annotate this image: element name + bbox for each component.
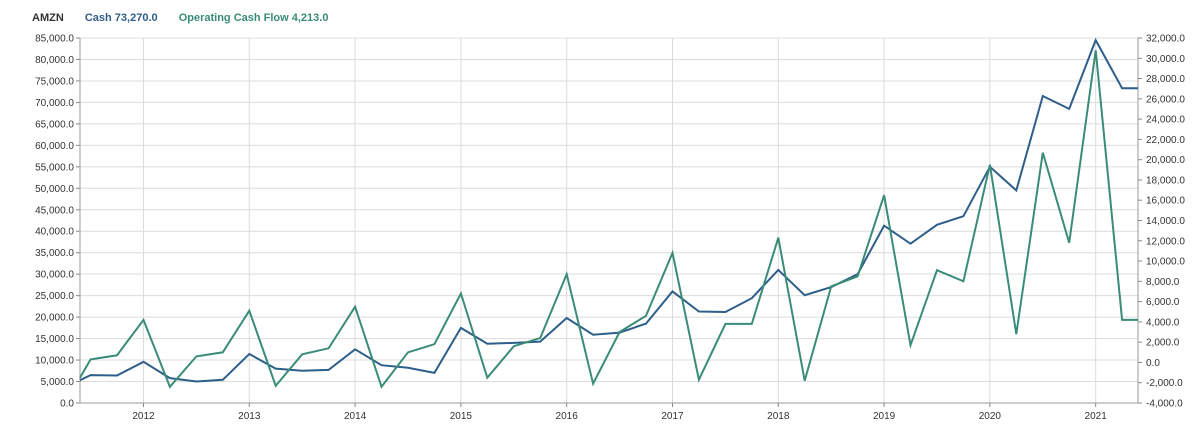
- x-tick-label: 2013: [238, 411, 261, 422]
- left-tick-label: 85,000.0: [35, 34, 74, 45]
- series-layer: [79, 37, 1138, 389]
- right-tick-label: 4,000.0: [1146, 317, 1180, 328]
- grid-layer: [80, 37, 1138, 404]
- left-tick-label: 75,000.0: [35, 76, 74, 87]
- x-tick-label: 2016: [556, 411, 579, 422]
- left-tick-label: 5,000.0: [41, 377, 75, 388]
- left-tick-label: 45,000.0: [35, 205, 74, 216]
- left-tick-label: 25,000.0: [35, 291, 74, 302]
- right-tick-label: 26,000.0: [1146, 94, 1185, 105]
- x-tick-label: 2020: [979, 411, 1002, 422]
- right-tick-label: 8,000.0: [1146, 277, 1180, 288]
- right-tick-label: 2,000.0: [1146, 338, 1180, 349]
- right-tick-label: 14,000.0: [1146, 216, 1185, 227]
- legend-operating-cash-flow[interactable]: Operating Cash Flow 4,213.0: [178, 12, 329, 24]
- left-tick-label: 60,000.0: [35, 141, 74, 152]
- cash-line: [79, 37, 1138, 383]
- left-tick-label: 70,000.0: [35, 98, 74, 109]
- right-axis: -4,000.0 -2,000.0 0.0 2,000.0 4,000.0 6,000.0…: [1137, 34, 1185, 410]
- left-tick-label: 50,000.0: [35, 184, 74, 195]
- x-tick-label: 2021: [1085, 411, 1108, 422]
- right-tick-label: 28,000.0: [1146, 74, 1185, 85]
- right-tick-label: 18,000.0: [1146, 175, 1185, 186]
- x-tick-label: 2018: [767, 411, 790, 422]
- left-tick-label: 20,000.0: [35, 313, 74, 324]
- right-tick-label: 30,000.0: [1146, 54, 1185, 65]
- right-tick-label: -2,000.0: [1146, 378, 1183, 389]
- left-axis: 0.0 5,000.0 10,000.0 15,000.0 20,000.0 25,000…: [35, 34, 81, 410]
- right-tick-label: 32,000.0: [1146, 34, 1185, 45]
- right-tick-label: 6,000.0: [1146, 297, 1180, 308]
- right-tick-label: 16,000.0: [1146, 196, 1185, 207]
- legend-cash[interactable]: Cash 73,270.0: [84, 12, 158, 24]
- right-tick-label: 12,000.0: [1146, 236, 1185, 247]
- right-tick-label: 10,000.0: [1146, 257, 1185, 268]
- right-tick-label: 24,000.0: [1146, 115, 1185, 126]
- left-tick-label: 30,000.0: [35, 270, 74, 281]
- x-tick-label: 2019: [873, 411, 896, 422]
- x-tick-label: 2014: [344, 411, 367, 422]
- right-tick-label: -4,000.0: [1146, 399, 1183, 410]
- left-tick-label: 65,000.0: [35, 119, 74, 130]
- right-tick-label: 22,000.0: [1146, 135, 1185, 146]
- left-tick-label: 35,000.0: [35, 248, 74, 259]
- x-axis: 2012 2013 2014 2015 2016 2017 2018 2019 2020 2021: [80, 402, 1138, 422]
- x-tick-label: 2012: [132, 411, 155, 422]
- right-tick-label: 0.0: [1146, 358, 1160, 369]
- x-tick-label: 2017: [661, 411, 684, 422]
- legend-ticker: AMZN: [32, 12, 64, 24]
- right-tick-label: 20,000.0: [1146, 155, 1185, 166]
- left-tick-label: 0.0: [60, 399, 74, 410]
- operating-cash-flow-line: [79, 50, 1138, 389]
- chart-legend: AMZN Cash 73,270.0 Operating Cash Flow 4…: [32, 12, 346, 24]
- left-tick-label: 55,000.0: [35, 162, 74, 173]
- x-tick-label: 2015: [450, 411, 473, 422]
- left-tick-label: 80,000.0: [35, 55, 74, 66]
- left-tick-label: 10,000.0: [35, 356, 74, 367]
- left-tick-label: 40,000.0: [35, 227, 74, 238]
- left-tick-label: 15,000.0: [35, 334, 74, 345]
